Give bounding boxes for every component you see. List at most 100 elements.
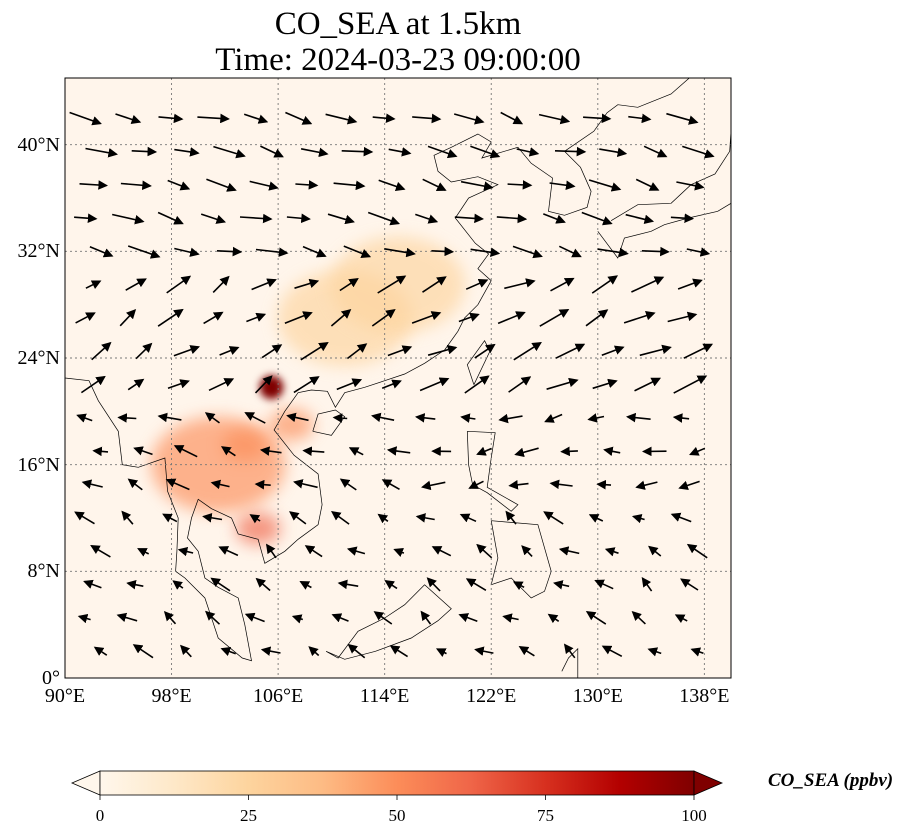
wind-arrow	[346, 546, 366, 556]
wind-arrow	[91, 341, 112, 361]
wind-arrow	[464, 375, 490, 394]
wind-arrow	[127, 245, 161, 259]
wind-arrow	[558, 245, 582, 258]
wind-arrow	[92, 446, 109, 457]
wind-arrow	[343, 245, 372, 258]
wind-arrow	[286, 412, 309, 423]
wind-arrow	[415, 413, 436, 423]
wind-arrow	[508, 480, 529, 490]
wind-arrow	[167, 179, 191, 191]
coastline	[65, 78, 690, 662]
wind-arrow	[427, 345, 458, 356]
wind-arrow	[549, 180, 576, 190]
coastline	[490, 520, 552, 599]
wind-arrow	[631, 611, 646, 625]
co-hotspot	[259, 375, 284, 400]
wind-arrow	[603, 446, 621, 457]
wind-arrow	[157, 412, 182, 423]
wind-arrow	[538, 113, 571, 125]
wind-arrow	[465, 578, 487, 591]
wind-arrow	[459, 513, 477, 523]
wind-arrow	[220, 647, 236, 657]
wind-arrow	[346, 343, 368, 360]
wind-arrow	[411, 311, 442, 324]
wind-arrow	[505, 510, 517, 525]
wind-arrow	[587, 413, 605, 423]
longitude-tick-label: 90°E	[44, 685, 86, 707]
colorbar-max-extend	[693, 770, 724, 796]
wind-arrow	[543, 213, 566, 224]
wind-arrow	[117, 413, 137, 423]
wind-arrow	[518, 646, 535, 657]
colorbar-tick-label: 25	[240, 806, 257, 825]
colorbar-tick-label: 50	[388, 806, 406, 825]
wind-arrow	[504, 278, 536, 290]
wind-arrow	[585, 611, 607, 625]
latitude-tick-label: 16°N	[17, 453, 60, 476]
title-line-1: CO_SEA at 1.5km	[274, 6, 522, 42]
wind-arrow	[339, 278, 359, 292]
wind-arrow	[300, 147, 329, 158]
wind-arrow	[676, 181, 705, 191]
wind-arrow	[208, 378, 235, 392]
wind-arrow	[690, 647, 704, 657]
wind-arrow	[165, 478, 190, 491]
wind-arrow	[255, 577, 271, 592]
wind-arrow	[90, 544, 111, 558]
wind-arrow	[554, 146, 587, 157]
wind-arrow	[460, 180, 494, 191]
wind-arrow	[112, 213, 145, 225]
wind-arrow	[167, 379, 190, 389]
wind-arrow	[677, 278, 703, 290]
wind-arrow	[239, 213, 273, 224]
latitude-tick-label: 32°N	[17, 240, 60, 263]
wind-arrow	[286, 213, 311, 224]
wind-arrow	[265, 543, 277, 559]
wind-arrow	[550, 277, 575, 292]
wind-arrow	[204, 412, 220, 424]
wind-arrow	[260, 145, 284, 158]
wind-arrow	[641, 246, 670, 257]
wind-arrow	[80, 375, 106, 394]
wind-arrow	[119, 309, 137, 327]
wind-arrow	[670, 512, 692, 523]
wind-arrow	[291, 614, 304, 624]
wind-arrow	[289, 511, 307, 525]
wind-arrow	[560, 446, 578, 457]
map-background	[65, 78, 731, 678]
wind-arrow	[639, 344, 672, 357]
wind-arrow	[131, 146, 158, 157]
wind-arrow	[502, 613, 519, 623]
wind-arrow	[583, 113, 612, 124]
wind-arrow	[419, 377, 450, 392]
coastline	[466, 340, 491, 385]
wind-arrow	[635, 178, 660, 191]
wind-arrow	[157, 308, 184, 327]
wind-arrow	[205, 610, 221, 625]
wind-arrow	[599, 147, 628, 157]
wind-arrow	[135, 342, 153, 360]
co-hotspot	[330, 236, 466, 333]
wind-arrow	[581, 211, 613, 226]
wind-arrow	[120, 180, 152, 191]
wind-arrow	[686, 543, 708, 559]
wind-arrow	[591, 275, 619, 294]
wind-arrow	[558, 546, 580, 556]
wind-arrow	[476, 543, 493, 559]
wind-arrow	[243, 113, 269, 124]
wind-arrow	[458, 613, 478, 623]
longitude-tick-label: 98°E	[151, 685, 192, 707]
wind-arrow	[132, 644, 154, 659]
wind-arrow	[127, 378, 145, 391]
wind-arrow	[127, 478, 143, 491]
wind-arrow	[596, 479, 612, 490]
wind-arrow	[371, 309, 396, 327]
wind-arrow	[387, 345, 413, 357]
wind-arrow	[244, 412, 266, 424]
wind-arrow	[332, 413, 348, 423]
latitude-tick-label: 24°N	[17, 347, 60, 369]
wind-arrow	[162, 513, 178, 523]
wind-arrow	[244, 612, 265, 623]
wind-arrow	[555, 343, 586, 359]
wind-arrow	[337, 579, 359, 590]
